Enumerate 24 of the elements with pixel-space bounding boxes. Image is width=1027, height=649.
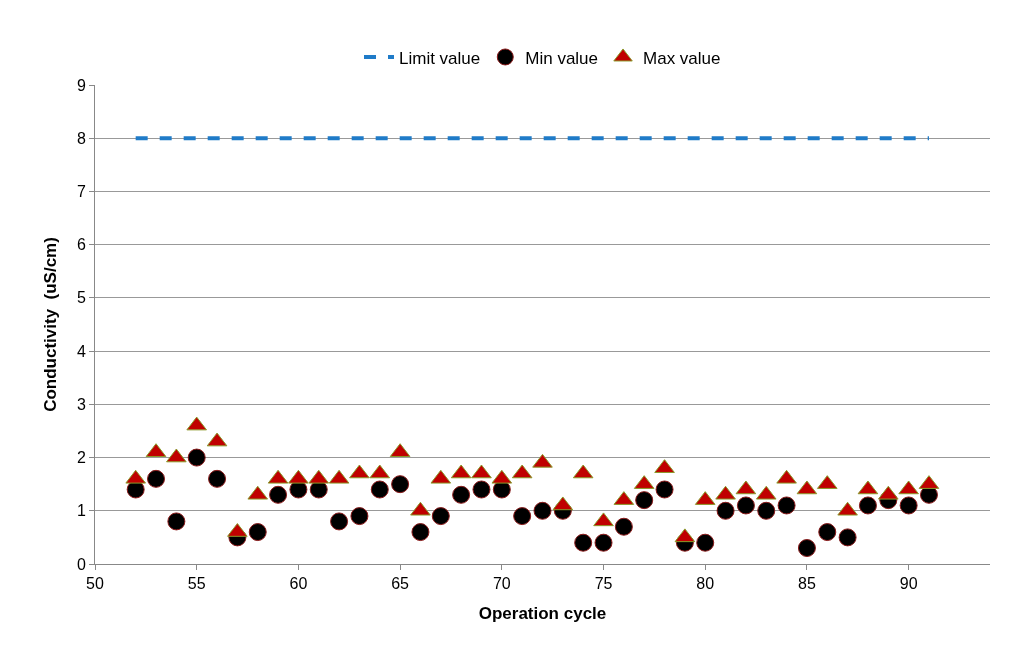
y-tick-label: 1 bbox=[76, 502, 86, 520]
y-tick-label: 5 bbox=[76, 289, 86, 307]
x-tick-label: 70 bbox=[492, 575, 511, 593]
legend-label: Max value bbox=[643, 48, 721, 68]
y-tick-label: 8 bbox=[76, 129, 86, 147]
x-axis-title: Operation cycle bbox=[478, 603, 607, 623]
legend-label: Min value bbox=[525, 48, 599, 68]
x-tick-label: 50 bbox=[86, 575, 104, 593]
y-tick-label: 6 bbox=[76, 236, 86, 254]
x-tick-label: 90 bbox=[899, 575, 918, 593]
y-tick-label: 2 bbox=[76, 449, 86, 467]
y-axis-title: Conductivity (uS/cm) bbox=[41, 237, 61, 412]
y-tick-label: 3 bbox=[76, 395, 86, 413]
x-tick-label: 65 bbox=[391, 575, 410, 593]
y-tick-label: 9 bbox=[76, 76, 86, 94]
x-tick-label: 55 bbox=[187, 575, 206, 593]
y-tick-label: 0 bbox=[76, 555, 86, 573]
x-tick-label: 60 bbox=[289, 575, 308, 593]
y-tick-label: 4 bbox=[76, 342, 86, 360]
x-tick-label: 85 bbox=[798, 575, 816, 593]
x-tick-label: 75 bbox=[594, 575, 613, 593]
y-tick-label: 7 bbox=[76, 183, 86, 201]
x-tick-label: 80 bbox=[696, 575, 715, 593]
legend-label: Limit value bbox=[399, 48, 481, 68]
